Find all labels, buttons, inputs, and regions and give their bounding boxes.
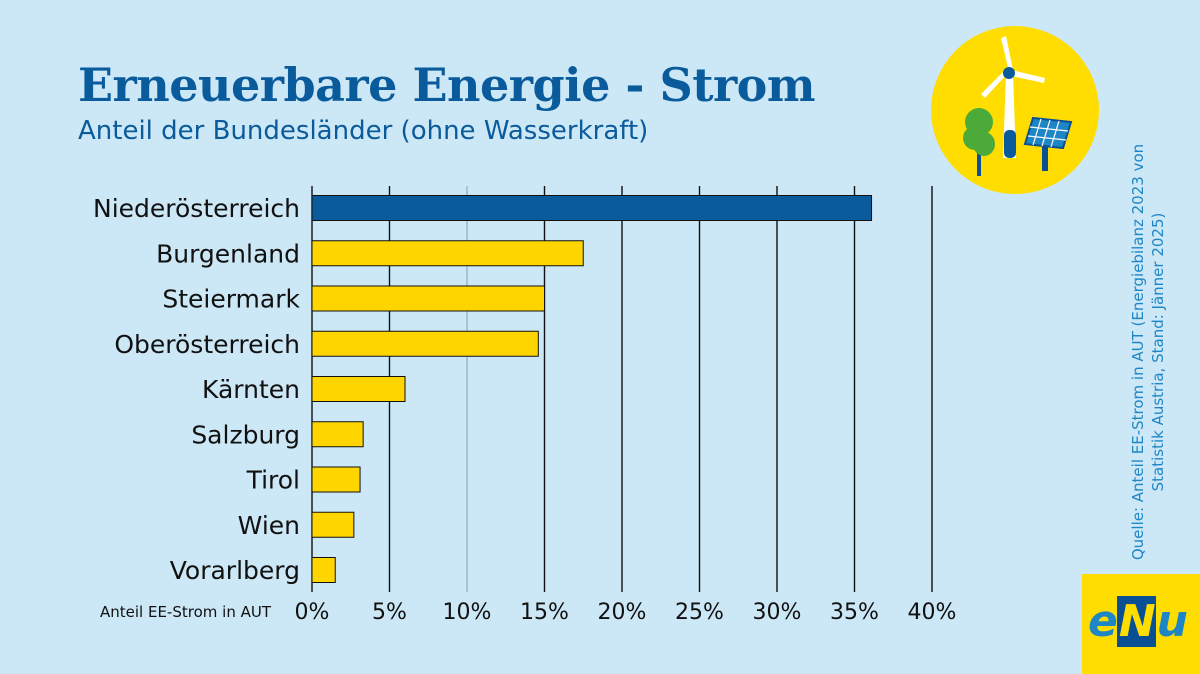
- bar: [311, 511, 355, 538]
- chart-subtitle: Anteil der Bundesländer (ohne Wasserkraf…: [78, 116, 649, 146]
- bar: [311, 330, 539, 357]
- tick-label: 0%: [295, 600, 330, 625]
- chart-title: Erneuerbare Energie - Strom: [78, 58, 816, 112]
- logo-text: eNu: [1088, 596, 1188, 647]
- category-label: Kärnten: [202, 375, 300, 404]
- x-axis-label: Anteil EE-Strom in AUT: [100, 603, 272, 621]
- category-label: Oberösterreich: [114, 330, 300, 359]
- sun-circle-icon: [931, 26, 1099, 194]
- tick-label: 10%: [443, 600, 492, 625]
- bar: [311, 466, 361, 493]
- category-label: Tirol: [246, 466, 300, 495]
- tick-label: 35%: [830, 600, 879, 625]
- enu-logo: eNu: [1082, 574, 1200, 674]
- tick-label: 30%: [753, 600, 802, 625]
- source-note: Quelle: Anteil EE-Strom in AUT (Energieb…: [1129, 143, 1167, 561]
- bar: [311, 285, 545, 312]
- tick-label: 5%: [372, 600, 407, 625]
- category-label: Wien: [238, 511, 300, 540]
- category-label: Niederösterreich: [93, 194, 300, 223]
- bar: [311, 195, 873, 221]
- category-label: Vorarlberg: [170, 556, 300, 585]
- bar: [311, 376, 406, 402]
- bar: [311, 240, 584, 267]
- bar: [311, 421, 364, 448]
- energy-illustration: [929, 26, 1101, 202]
- tick-label: 15%: [520, 600, 569, 625]
- tree-icon: [963, 108, 995, 176]
- tick-label: 20%: [598, 600, 647, 625]
- wind-turbine-icon: [981, 36, 1045, 158]
- tick-label: 25%: [675, 600, 724, 625]
- tick-label: 40%: [908, 600, 957, 625]
- bar: [311, 557, 336, 583]
- category-label: Steiermark: [162, 285, 300, 314]
- solar-panel-icon: [1023, 116, 1073, 171]
- category-label: Salzburg: [191, 420, 300, 449]
- category-label: Burgenland: [156, 239, 300, 268]
